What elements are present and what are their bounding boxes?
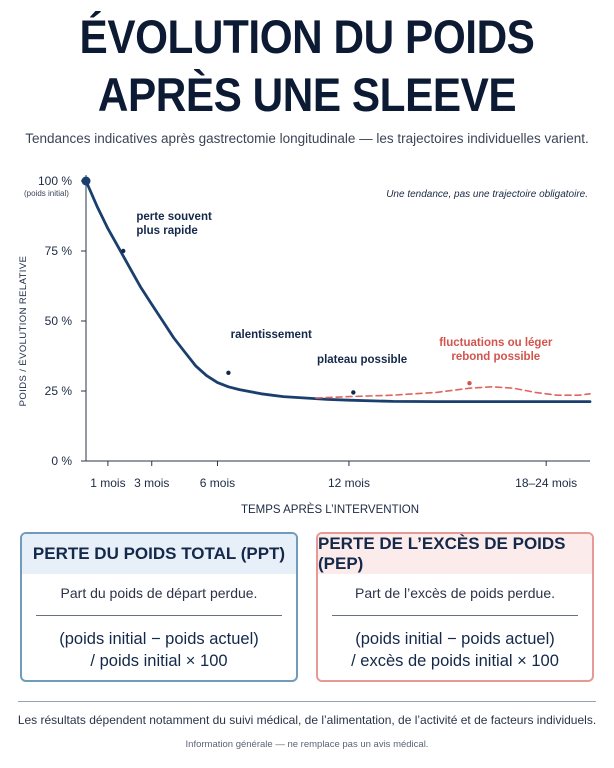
- annotation-dot-3: [467, 380, 472, 386]
- x-tick-label-1: 3 mois: [134, 476, 169, 490]
- annotation-text-3-1: rebond possible: [451, 351, 540, 363]
- footer-divider: [18, 701, 596, 702]
- y-tick-label-1: 25 %: [45, 384, 73, 398]
- subtitle: Tendances indicatives après gastrectomie…: [25, 131, 589, 146]
- annotation-dot-2: [351, 390, 356, 395]
- card-ppt-formula: (poids initial − poids actuel) / poids i…: [22, 628, 296, 672]
- y-tick-label-2: 50 %: [45, 314, 73, 328]
- page-title-line2: APRÈS UNE SLEEVE: [97, 68, 517, 121]
- card-pep-divider: [332, 615, 578, 616]
- x-tick-label-2: 6 mois: [200, 476, 235, 490]
- card-pep-formula-line2: / excès de poids initial × 100: [351, 652, 559, 670]
- chart-note: Une tendance, pas une trajectoire obliga…: [386, 189, 588, 200]
- annotation-text-3-0: fluctuations ou léger: [439, 337, 553, 349]
- annotation-dot-1: [226, 370, 231, 375]
- card-ppt-formula-line1: (poids initial − poids actuel): [59, 630, 259, 648]
- card-ppt-desc: Part du poids de départ perdue.: [60, 585, 258, 601]
- weight-evolution-chart: 0 % 25 % 50 % 75 % 100 %(poids initial) 1 moi…: [18, 174, 592, 516]
- annotation-text-1-0: ralentissement: [231, 329, 312, 341]
- annotation-dot-0: [121, 248, 126, 254]
- card-pep-desc: Part de l’excès de poids perdue.: [354, 585, 555, 601]
- card-pep-formula: (poids initial − poids actuel) / excès d…: [318, 628, 592, 672]
- y-axis-label: POIDS / ÉVOLUTION RELATIVE: [18, 256, 29, 407]
- series-line-0: [84, 179, 592, 403]
- x-tick-label-4: 18–24 mois: [515, 476, 577, 490]
- x-tick-label-3: 12 mois: [328, 476, 370, 490]
- card-ppt-title: PERTE DU POIDS TOTAL (PPT): [22, 534, 296, 574]
- y-top-sublabel: (poids initial): [24, 189, 69, 198]
- x-tick-label-0: 1 mois: [90, 476, 125, 490]
- y-tick-label-4: 100 %: [38, 174, 72, 188]
- card-ppt-divider: [36, 615, 282, 616]
- card-pep-title: PERTE DE L’EXCÈS DE POIDS (PEP): [318, 534, 592, 574]
- annotation-text-2-0: plateau possible: [317, 354, 407, 366]
- y-tick-label-3: 75 %: [45, 244, 73, 258]
- annotation-text-0-0: perte souvent: [136, 211, 212, 223]
- series-line-1: [315, 386, 591, 399]
- card-pep-formula-line1: (poids initial − poids actuel): [355, 630, 555, 648]
- x-axis-label: TEMPS APRÈS L’INTERVENTION: [241, 503, 419, 516]
- page-title-line1: ÉVOLUTION DU POIDS: [79, 10, 535, 63]
- y-tick-label-0: 0 %: [51, 454, 72, 468]
- card-ppt: PERTE DU POIDS TOTAL (PPT) Part du poids…: [20, 532, 298, 682]
- annotation-text-0-1: plus rapide: [136, 225, 197, 237]
- card-ppt-formula-line2: / poids initial × 100: [90, 652, 228, 670]
- card-pep: PERTE DE L’EXCÈS DE POIDS (PEP) Part de …: [316, 532, 594, 682]
- start-point: [81, 176, 91, 186]
- footer-note: Information générale — ne remplace pas u…: [185, 739, 429, 750]
- footer-disclaimer: Les résultats dépendent notamment du sui…: [17, 713, 597, 727]
